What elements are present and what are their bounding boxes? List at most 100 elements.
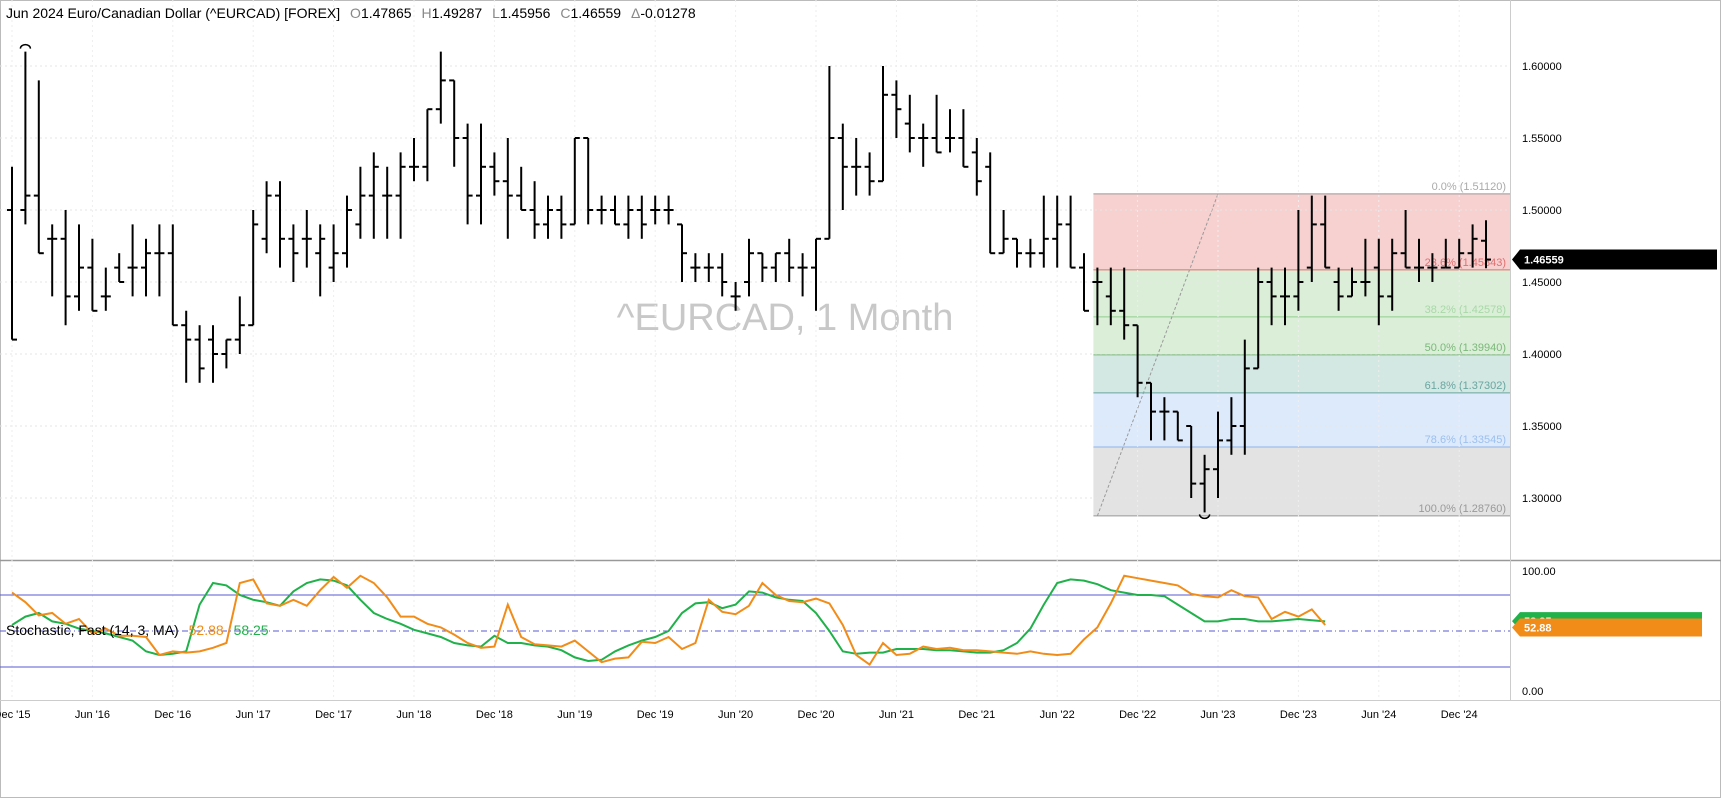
ohlc-bar xyxy=(7,166,17,341)
ohlc-bar xyxy=(74,224,84,311)
ohlc-bar xyxy=(703,253,714,282)
time-tick-label: Dec '17 xyxy=(315,709,352,721)
time-tick-label: Dec '24 xyxy=(1441,709,1478,721)
ohlc-bar xyxy=(958,109,969,168)
last-price-value: 1.46559 xyxy=(1524,255,1564,267)
stochastic-d-value: 58.25 xyxy=(233,622,269,638)
ohlc-bar xyxy=(154,224,165,297)
time-tick-label: Jun '19 xyxy=(557,709,592,721)
ohlc-bar xyxy=(60,210,71,326)
time-tick-label: Jun '17 xyxy=(236,709,271,721)
price-grid: 1.30000 1.35000 1.40000 1.45000 1.50000 1.550… xyxy=(0,61,1562,505)
fib-level-label: 50.0% (1.39940) xyxy=(1425,342,1506,354)
ohlc-bar xyxy=(770,252,781,282)
fib-level-label: 38.2% (1.42578) xyxy=(1425,304,1506,316)
stochastic-title: Stochastic, Fast (14, 3, MA) xyxy=(6,622,179,638)
ohlc-bar xyxy=(569,137,580,226)
ohlc-bar xyxy=(610,195,620,226)
ohlc-bar xyxy=(1213,411,1223,498)
fib-level-label: 0.0% (1.51120) xyxy=(1432,181,1506,193)
ohlc-bar xyxy=(234,296,245,354)
swing-low-marker xyxy=(1198,514,1211,520)
ohlc-bars xyxy=(7,51,1491,513)
ohlc-bar xyxy=(797,253,808,297)
fib-band xyxy=(1093,193,1510,270)
time-tick-label: Jun '24 xyxy=(1361,709,1396,721)
ohlc-bar xyxy=(476,123,486,225)
ohlc-bar xyxy=(824,66,835,240)
header-change-label: Δ xyxy=(630,5,641,21)
ohlc-bar xyxy=(127,224,138,297)
time-tick-label: Dec '20 xyxy=(798,709,835,721)
ohlc-bar xyxy=(811,237,821,311)
fib-band xyxy=(1093,269,1510,317)
ohlc-bar xyxy=(971,138,982,196)
ohlc-bar xyxy=(1293,210,1304,311)
time-tick-label: Dec '22 xyxy=(1119,709,1156,721)
ohlc-bar xyxy=(167,224,178,327)
ohlc-bar xyxy=(449,79,460,167)
time-tick-label: Jun '20 xyxy=(718,709,753,721)
stochastic-header: Stochastic, Fast (14, 3, MA) 52.88 58.25 xyxy=(6,622,269,638)
time-tick-label: Dec '23 xyxy=(1280,709,1317,721)
fib-level-label: 100.0% (1.28760) xyxy=(1419,503,1506,515)
ohlc-bar xyxy=(275,181,285,268)
ohlc-bar xyxy=(1186,425,1197,498)
ohlc-bar xyxy=(1159,397,1170,441)
ohlc-bar xyxy=(502,138,513,239)
ohlc-bar xyxy=(47,224,58,297)
ohlc-bar xyxy=(663,195,674,225)
header-close-label: C xyxy=(560,5,571,21)
ohlc-bar xyxy=(194,325,205,383)
ohlc-bar xyxy=(945,109,955,153)
ohlc-bar xyxy=(623,195,634,239)
ohlc-bar xyxy=(1400,210,1411,269)
time-tick-label: Dec '15 xyxy=(0,709,30,721)
stochastic-k-value: 52.88 xyxy=(188,622,224,638)
ohlc-bar xyxy=(1172,410,1183,442)
header-high-label: H xyxy=(421,5,432,21)
ohlc-bar xyxy=(717,253,728,297)
ohlc-bar xyxy=(1146,381,1156,441)
ohlc-bar xyxy=(596,195,607,225)
price-tick-label: 1.45000 xyxy=(1522,277,1562,289)
ohlc-bar xyxy=(1079,253,1089,312)
ohlc-bar xyxy=(141,238,151,297)
ohlc-bar xyxy=(20,51,31,225)
ohlc-bar xyxy=(1387,238,1398,311)
time-tick-label: Dec '18 xyxy=(476,709,513,721)
stoch-k-tag xyxy=(1512,618,1702,637)
last-price-tag xyxy=(1512,249,1717,270)
ohlc-bar xyxy=(261,181,272,254)
ohlc-bar xyxy=(650,195,661,225)
ohlc-bar xyxy=(181,310,192,383)
time-tick-label: Jun '22 xyxy=(1040,709,1075,721)
ohlc-bar xyxy=(636,195,647,239)
stoch-k-tag-value: 52.88 xyxy=(1524,623,1552,635)
ohlc-bar xyxy=(931,94,942,154)
ohlc-bar xyxy=(878,66,888,183)
ohlc-bar xyxy=(114,253,125,283)
header-high-value: 1.49287 xyxy=(431,5,483,21)
ohlc-bar xyxy=(1012,237,1022,268)
ohlc-bar xyxy=(288,224,299,282)
header-period: Jun 2024 xyxy=(6,5,64,21)
price-tick-label: 1.35000 xyxy=(1522,421,1562,433)
ohlc-bar xyxy=(583,137,594,225)
ohlc-bar xyxy=(757,252,768,282)
ohlc-bar xyxy=(221,338,232,369)
stoch-tick-label: 100.00 xyxy=(1522,566,1556,578)
ohlc-bar xyxy=(1414,238,1424,282)
ohlc-bar xyxy=(1320,195,1331,269)
ohlc-bar xyxy=(1373,238,1384,326)
time-tick-label: Jun '23 xyxy=(1200,709,1235,721)
header-instrument: Euro/Canadian Dollar (^EURCAD) [FOREX] xyxy=(67,5,341,21)
ohlc-bar xyxy=(1360,238,1371,297)
ohlc-bar xyxy=(1481,220,1491,269)
ohlc-bar xyxy=(1132,324,1143,398)
stochastic-panel: 100.00 0.00 58.25 52.88 xyxy=(0,566,1702,698)
ohlc-bar xyxy=(1065,195,1076,269)
ohlc-bar xyxy=(516,166,527,211)
price-tick-label: 1.50000 xyxy=(1522,205,1562,217)
